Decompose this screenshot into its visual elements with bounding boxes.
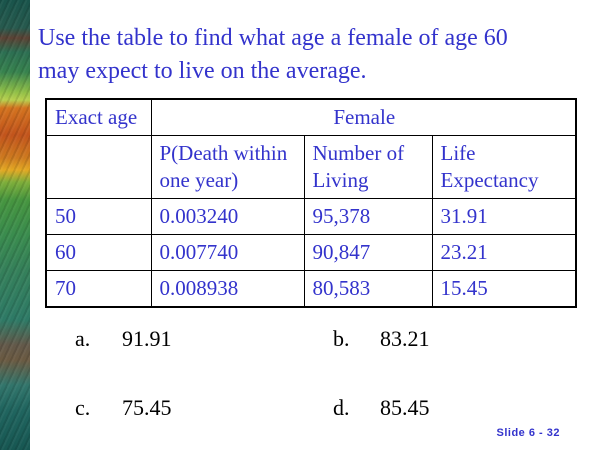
answer-option-c: c. 75.45 (75, 395, 333, 421)
option-value: 83.21 (380, 326, 430, 351)
option-letter: d. (333, 395, 350, 420)
answer-option-d: d. 85.45 (333, 395, 563, 421)
cell-p-death: 0.003240 (150, 198, 305, 235)
cell-life-expectancy: 23.21 (431, 234, 577, 271)
cell-number-living: 90,847 (303, 234, 433, 271)
answer-options: a. 91.91 b. 83.21 c. 75.45 d. 85.45 (75, 326, 563, 421)
table-row: 70 0.008938 80,583 15.45 (45, 270, 577, 308)
table-header-row: Exact age Female (45, 98, 577, 136)
cell-p-death: 0.007740 (150, 234, 305, 271)
cell-exact-age: 70 (45, 270, 152, 308)
slide-number: Slide 6 - 32 (496, 427, 560, 439)
cell-life-expectancy: 31.91 (431, 198, 577, 235)
cell-exact-age: 50 (45, 198, 152, 235)
table-row: 50 0.003240 95,378 31.91 (45, 198, 577, 235)
subheader-life-expectancy: Life Expectancy (431, 135, 577, 199)
title-line-1: Use the table to find what age a female … (38, 25, 508, 51)
subheader-p-death: P(Death within one year) (150, 135, 305, 199)
table-subheader-row: P(Death within one year) Number of Livin… (45, 135, 577, 199)
decorative-side-strip (0, 0, 30, 450)
option-value: 85.45 (380, 395, 430, 420)
cell-number-living: 80,583 (303, 270, 433, 308)
subheader-number-living: Number of Living (303, 135, 433, 199)
option-value: 75.45 (122, 395, 172, 420)
header-exact-age: Exact age (45, 98, 152, 136)
option-letter: a. (75, 326, 91, 351)
option-letter: b. (333, 326, 350, 351)
subheader-empty (45, 135, 152, 199)
cell-exact-age: 60 (45, 234, 152, 271)
answer-option-a: a. 91.91 (75, 326, 333, 352)
table-row: 60 0.007740 90,847 23.21 (45, 234, 577, 271)
option-letter: c. (75, 395, 91, 420)
answer-option-b: b. 83.21 (333, 326, 563, 352)
life-expectancy-table: Exact age Female P(Death within one year… (45, 98, 578, 308)
slide-title: Use the table to find what age a female … (38, 22, 583, 88)
title-line-2: may expect to live on the average. (38, 58, 367, 84)
cell-number-living: 95,378 (303, 198, 433, 235)
header-female: Female (150, 98, 577, 136)
cell-life-expectancy: 15.45 (431, 270, 577, 308)
option-value: 91.91 (122, 326, 172, 351)
cell-p-death: 0.008938 (150, 270, 305, 308)
